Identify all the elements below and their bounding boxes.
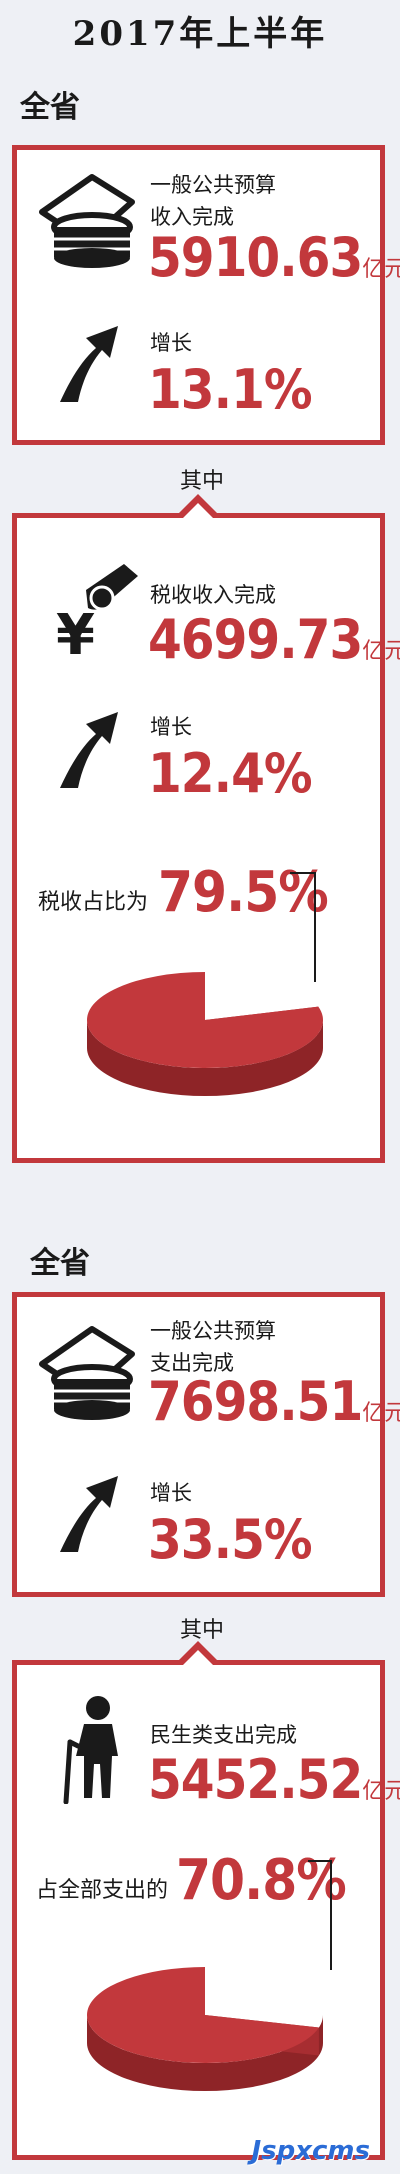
- livelihood-share-value: 70.8%: [176, 1848, 347, 1913]
- connector-label-2: 其中: [180, 1618, 225, 1643]
- section-label-province-revenue: 全省: [20, 90, 80, 125]
- livelihood-share-leader-v: [330, 1860, 332, 1970]
- up-arrow-icon: [52, 1470, 122, 1556]
- pie-side: [87, 2015, 323, 2091]
- tax-share-pie: [80, 960, 340, 1114]
- revenue-growth-value: 13.1%: [148, 358, 313, 421]
- watermark: Jspxcms: [251, 2136, 370, 2166]
- expenditure-growth-value: 33.5%: [148, 1508, 313, 1571]
- svg-text:¥: ¥: [56, 603, 95, 660]
- up-arrow-icon: [52, 320, 122, 406]
- revenue-value-row: 5910.63亿元: [148, 226, 400, 289]
- livelihood-value: 5452.52: [148, 1748, 363, 1811]
- expenditure-growth-label: 增长: [150, 1481, 192, 1505]
- tax-value-row: 4699.73亿元: [148, 608, 400, 671]
- pie-slice: [86, 972, 324, 1068]
- livelihood-value-row: 5452.52亿元: [148, 1748, 400, 1811]
- livelihood-label: 民生类支出完成: [150, 1723, 297, 1747]
- tax-unit: 亿元: [362, 639, 400, 664]
- expenditure-label-line2: 支出完成: [150, 1351, 234, 1375]
- livelihood-panel-tab-inner: [182, 1650, 214, 1666]
- livelihood-unit: 亿元: [362, 1779, 400, 1804]
- tax-value: 4699.73: [148, 608, 363, 671]
- livelihood-share-leader-h: [308, 1860, 332, 1862]
- tax-share-label: 税收占比为: [38, 890, 149, 915]
- tax-growth-value: 12.4%: [148, 742, 313, 805]
- tax-share-leader-v: [314, 872, 316, 982]
- coins-icon: [32, 172, 142, 272]
- expenditure-label-line1: 一般公共预算: [150, 1319, 276, 1343]
- yen-hand-icon: ¥: [46, 560, 146, 660]
- tax-panel-tab-inner: [182, 503, 214, 519]
- pie-side: [87, 1020, 323, 1096]
- livelihood-share-pie: [80, 1955, 340, 2109]
- connector-label-1: 其中: [180, 469, 225, 494]
- up-arrow-icon: [52, 706, 122, 792]
- revenue-unit: 亿元: [362, 257, 400, 282]
- expenditure-value-row: 7698.51亿元: [148, 1370, 400, 1433]
- revenue-value: 5910.63: [148, 226, 363, 289]
- section-label-province-expenditure: 全省: [30, 1246, 90, 1281]
- revenue-label-line2: 收入完成: [150, 205, 234, 229]
- revenue-growth-label: 增长: [150, 331, 192, 355]
- livelihood-share-label: 占全部支出的: [36, 1878, 169, 1903]
- page-title: 2017年上半年: [72, 14, 328, 54]
- pie-slice: [87, 1967, 319, 2063]
- tax-label: 税收收入完成: [150, 583, 276, 607]
- tax-share-value: 79.5%: [158, 860, 329, 925]
- revenue-label-line1: 一般公共预算: [150, 173, 276, 197]
- tax-share-leader-h: [290, 872, 316, 874]
- tax-growth-label: 增长: [150, 715, 192, 739]
- expenditure-value: 7698.51: [148, 1370, 363, 1433]
- elderly-person-icon: [56, 1694, 140, 1804]
- coins-icon: [32, 1324, 142, 1424]
- expenditure-unit: 亿元: [362, 1401, 400, 1426]
